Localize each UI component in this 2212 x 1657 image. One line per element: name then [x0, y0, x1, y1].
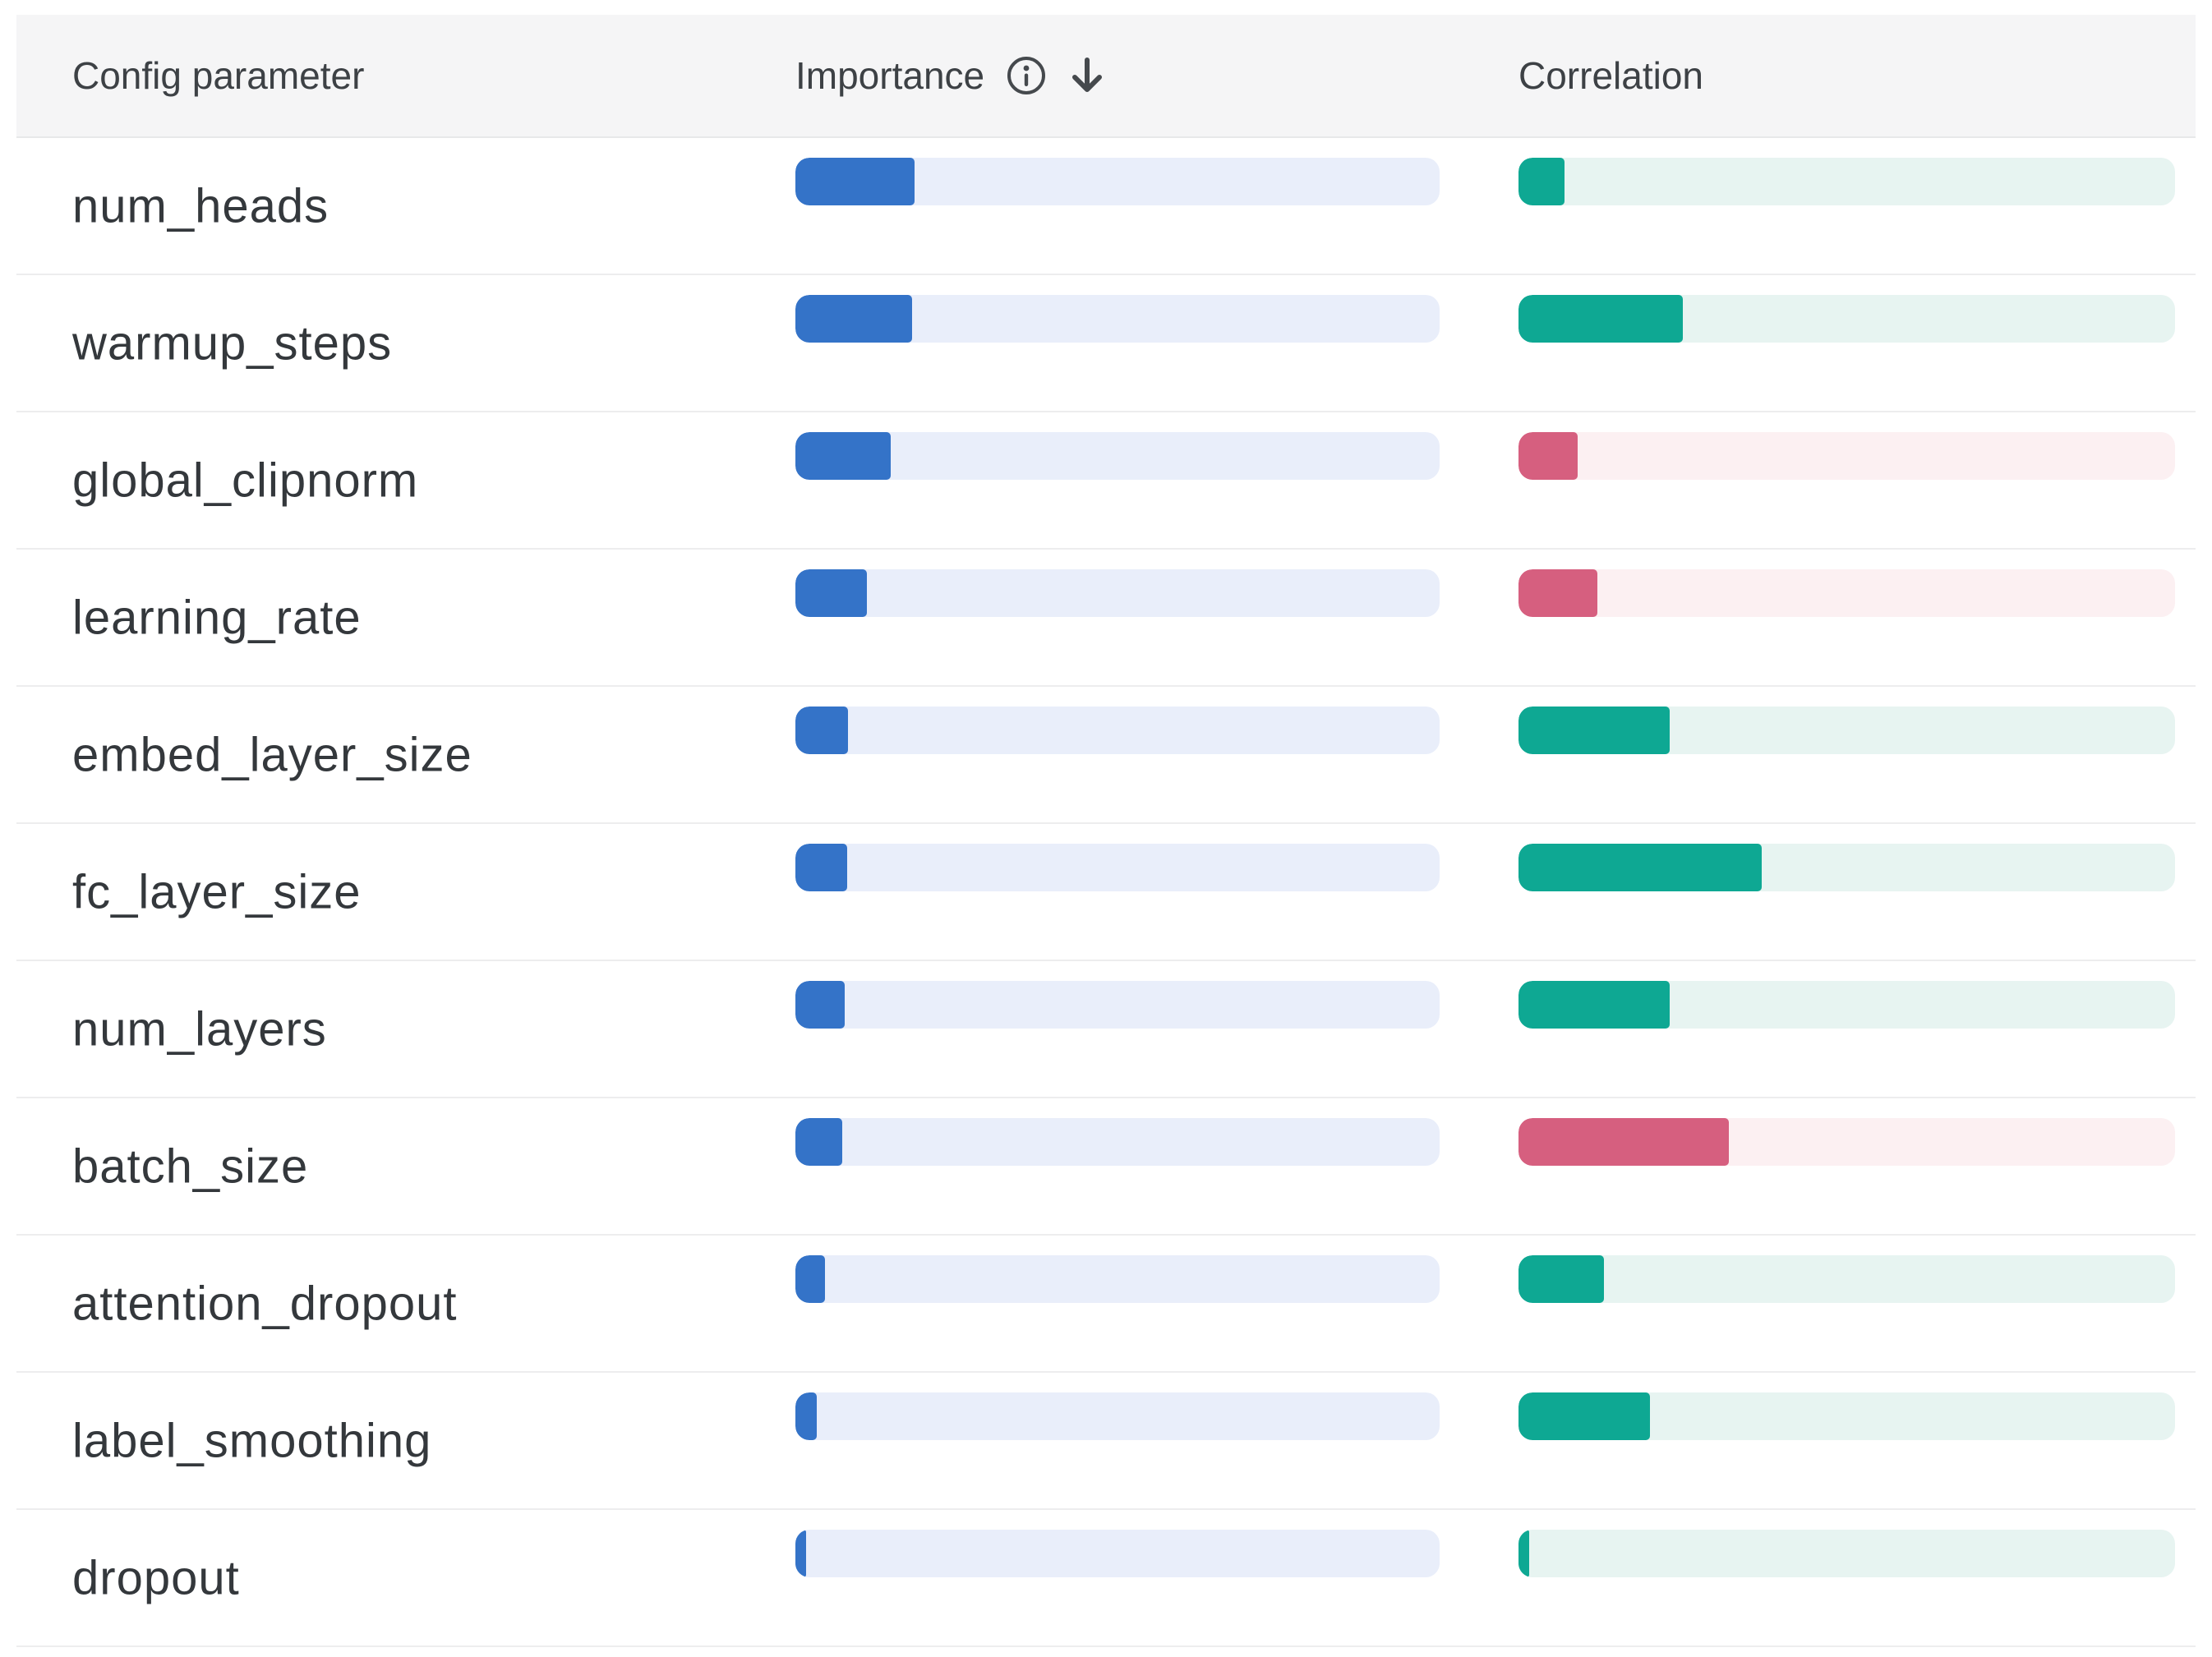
param-label: embed_layer_size	[72, 728, 472, 781]
parameter-importance-panel: Config parameter Importance Correlation …	[16, 15, 2196, 1647]
importance-bar-fill	[795, 1118, 843, 1166]
correlation-bar-track	[1518, 569, 2175, 617]
correlation-bar-fill	[1518, 981, 1670, 1029]
importance-bar-fill	[795, 432, 892, 480]
importance-bar-track	[795, 295, 1440, 343]
table-row: attention_dropout	[16, 1236, 2196, 1373]
correlation-bar-fill	[1518, 1392, 1650, 1440]
correlation-bar-fill	[1518, 569, 1597, 617]
importance-bar-track	[795, 844, 1440, 891]
correlation-bar-fill	[1518, 432, 1578, 480]
importance-bar-track	[795, 432, 1440, 480]
param-label: warmup_steps	[72, 316, 393, 370]
importance-bar-fill	[795, 981, 846, 1029]
param-label: dropout	[72, 1551, 240, 1604]
correlation-bar-track	[1518, 1530, 2175, 1577]
param-label: fc_layer_size	[72, 865, 362, 918]
correlation-bar-fill	[1518, 1118, 1729, 1166]
correlation-bar-fill	[1518, 1255, 1604, 1303]
importance-bar-track	[795, 981, 1440, 1029]
table-row: fc_layer_size	[16, 824, 2196, 961]
correlation-bar-fill	[1518, 707, 1670, 754]
importance-bar-track	[795, 1392, 1440, 1440]
table-row: warmup_steps	[16, 275, 2196, 412]
importance-bar-track	[795, 158, 1440, 205]
table-row: dropout	[16, 1510, 2196, 1647]
param-label: num_heads	[72, 179, 329, 232]
correlation-bar-track	[1518, 158, 2175, 205]
correlation-bar-track	[1518, 1118, 2175, 1166]
correlation-bar-fill	[1518, 1530, 1529, 1577]
column-header-correlation[interactable]: Correlation	[1518, 54, 1703, 97]
importance-bar-fill	[795, 569, 868, 617]
param-label: label_smoothing	[72, 1414, 432, 1467]
sort-descending-arrow-icon[interactable]	[1068, 55, 1106, 96]
importance-bar-track	[795, 569, 1440, 617]
correlation-bar-track	[1518, 295, 2175, 343]
importance-bar-fill	[795, 1392, 817, 1440]
table-row: learning_rate	[16, 550, 2196, 687]
column-header-importance[interactable]: Importance	[795, 53, 1106, 98]
importance-bar-track	[795, 1255, 1440, 1303]
importance-bar-track	[795, 1118, 1440, 1166]
importance-bar-fill	[795, 295, 912, 343]
importance-bar-fill	[795, 158, 915, 205]
correlation-bar-track	[1518, 1392, 2175, 1440]
importance-bar-fill	[795, 844, 847, 891]
table-row: batch_size	[16, 1098, 2196, 1236]
importance-bar-fill	[795, 1255, 826, 1303]
correlation-bar-track	[1518, 981, 2175, 1029]
correlation-bar-fill	[1518, 844, 1762, 891]
importance-bar-fill	[795, 1530, 807, 1577]
importance-bar-fill	[795, 707, 849, 754]
table-rows: num_heads warmup_steps global_clipnorm l…	[16, 138, 2196, 1647]
param-label: global_clipnorm	[72, 453, 419, 507]
importance-bar-track	[795, 1530, 1440, 1577]
table-row: num_heads	[16, 138, 2196, 275]
param-label: num_layers	[72, 1002, 327, 1056]
table-row: global_clipnorm	[16, 412, 2196, 550]
importance-header-label: Importance	[795, 54, 985, 97]
table-row: embed_layer_size	[16, 687, 2196, 824]
correlation-bar-fill	[1518, 158, 1565, 205]
importance-bar-track	[795, 707, 1440, 754]
correlation-bar-fill	[1518, 295, 1683, 343]
param-label: batch_size	[72, 1139, 309, 1193]
table-row: num_layers	[16, 961, 2196, 1098]
correlation-bar-track	[1518, 432, 2175, 480]
table-row: label_smoothing	[16, 1373, 2196, 1510]
column-header-config-parameter[interactable]: Config parameter	[72, 54, 365, 97]
correlation-bar-track	[1518, 1255, 2175, 1303]
param-label: learning_rate	[72, 591, 362, 644]
table-header: Config parameter Importance Correlation	[16, 15, 2196, 138]
info-icon[interactable]	[1006, 55, 1047, 96]
correlation-bar-track	[1518, 844, 2175, 891]
param-label: attention_dropout	[72, 1277, 458, 1330]
correlation-bar-track	[1518, 707, 2175, 754]
